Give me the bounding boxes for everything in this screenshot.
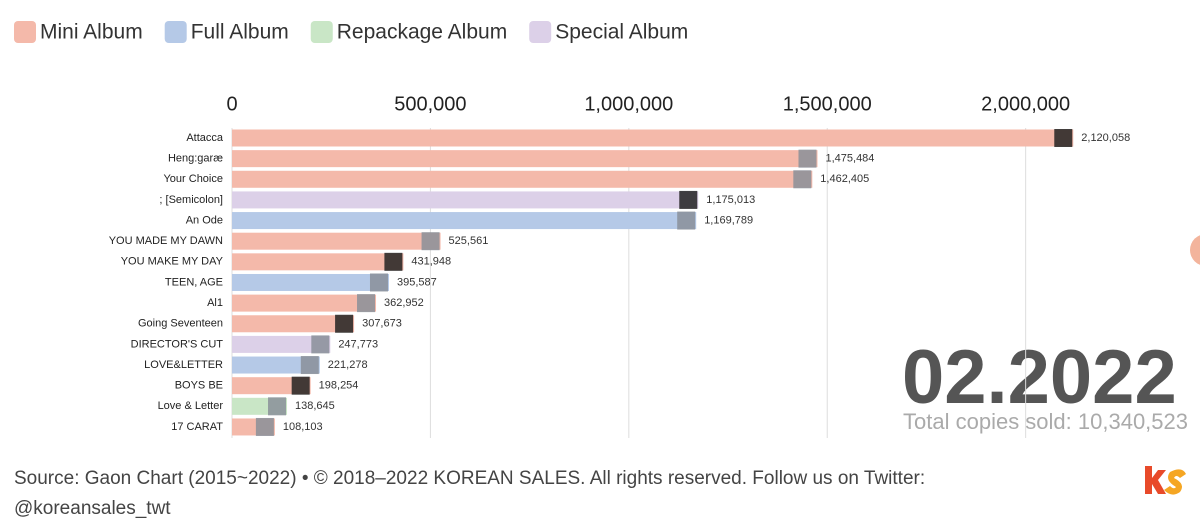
bar xyxy=(232,273,389,291)
category-label: Al1 xyxy=(207,297,223,309)
bar xyxy=(232,294,377,312)
category-label: TEEN, AGE xyxy=(165,276,223,288)
bar xyxy=(232,335,331,353)
album-cover xyxy=(335,314,354,333)
value-label: 247,773 xyxy=(338,338,378,350)
value-label: 221,278 xyxy=(328,359,368,371)
x-tick-label: 0 xyxy=(226,93,237,115)
album-cover xyxy=(793,170,812,189)
category-label: ; [Semicolon] xyxy=(159,194,223,206)
legend-swatch xyxy=(529,21,552,43)
legend-swatch xyxy=(164,21,187,43)
bar xyxy=(232,191,699,209)
nav-dot[interactable] xyxy=(1190,234,1200,266)
album-cover xyxy=(1054,129,1073,147)
value-label: 198,254 xyxy=(319,380,359,392)
legend-swatch xyxy=(14,21,36,43)
category-label: Going Seventeen xyxy=(138,318,223,330)
bar xyxy=(232,150,818,168)
category-label: Love & Letter xyxy=(158,400,224,412)
legend-label: Repackage Album xyxy=(337,21,507,44)
value-label: 307,673 xyxy=(362,318,402,330)
value-label: 362,952 xyxy=(384,297,424,309)
value-label: 1,169,789 xyxy=(704,214,753,226)
category-label: An Ode xyxy=(186,214,223,226)
value-label: 1,175,013 xyxy=(706,194,755,206)
logo xyxy=(1145,466,1186,495)
bar xyxy=(232,232,441,250)
category-label: BOYS BE xyxy=(175,380,223,392)
legend-swatch xyxy=(310,21,333,43)
source-line: Source: Gaon Chart (2015~2022) • © 2018–… xyxy=(14,468,925,489)
bar xyxy=(232,356,320,374)
category-label: Heng:garæ xyxy=(168,153,223,165)
album-cover xyxy=(300,356,319,375)
bar xyxy=(232,377,311,395)
category-label: YOU MADE MY DAWN xyxy=(109,235,223,247)
album-cover xyxy=(268,397,287,416)
x-tick-label: 2,000,000 xyxy=(981,93,1070,115)
source-line: @koreansales_twt xyxy=(14,498,171,519)
bar xyxy=(232,129,1074,147)
value-label: 108,103 xyxy=(283,421,323,433)
category-label: Attacca xyxy=(186,132,224,144)
value-label: 2,120,058 xyxy=(1081,132,1130,144)
category-label: 17 CARAT xyxy=(171,421,223,433)
bar xyxy=(232,212,697,230)
album-cover xyxy=(421,232,440,251)
category-label: Your Choice xyxy=(163,173,223,185)
legend-label: Mini Album xyxy=(40,21,143,44)
bar xyxy=(232,170,813,188)
album-cover xyxy=(369,273,388,292)
album-cover xyxy=(255,417,274,436)
value-label: 525,561 xyxy=(449,235,489,247)
legend-label: Special Album xyxy=(555,21,688,44)
value-label: 395,587 xyxy=(397,276,437,288)
category-label: DIRECTOR'S CUT xyxy=(131,338,224,350)
value-label: 431,948 xyxy=(411,256,451,268)
x-tick-label: 500,000 xyxy=(394,93,466,115)
value-label: 1,462,405 xyxy=(820,173,869,185)
total-label: Total copies sold: 10,340,523 xyxy=(903,409,1188,434)
category-label: LOVE&LETTER xyxy=(144,359,223,371)
album-cover xyxy=(798,149,817,168)
bar xyxy=(232,253,404,271)
album-cover xyxy=(677,211,696,230)
album-cover xyxy=(679,190,698,209)
category-label: YOU MAKE MY DAY xyxy=(121,256,224,268)
album-cover xyxy=(384,252,403,271)
album-cover xyxy=(311,335,330,354)
x-tick-label: 1,000,000 xyxy=(584,93,673,115)
value-label: 1,475,484 xyxy=(825,153,874,165)
bar xyxy=(232,315,355,333)
x-tick-label: 1,500,000 xyxy=(783,93,872,115)
legend-label: Full Album xyxy=(191,21,289,44)
value-label: 138,645 xyxy=(295,400,335,412)
album-cover xyxy=(291,376,310,395)
album-cover xyxy=(357,294,376,313)
date-label: 02.2022 xyxy=(902,335,1177,420)
